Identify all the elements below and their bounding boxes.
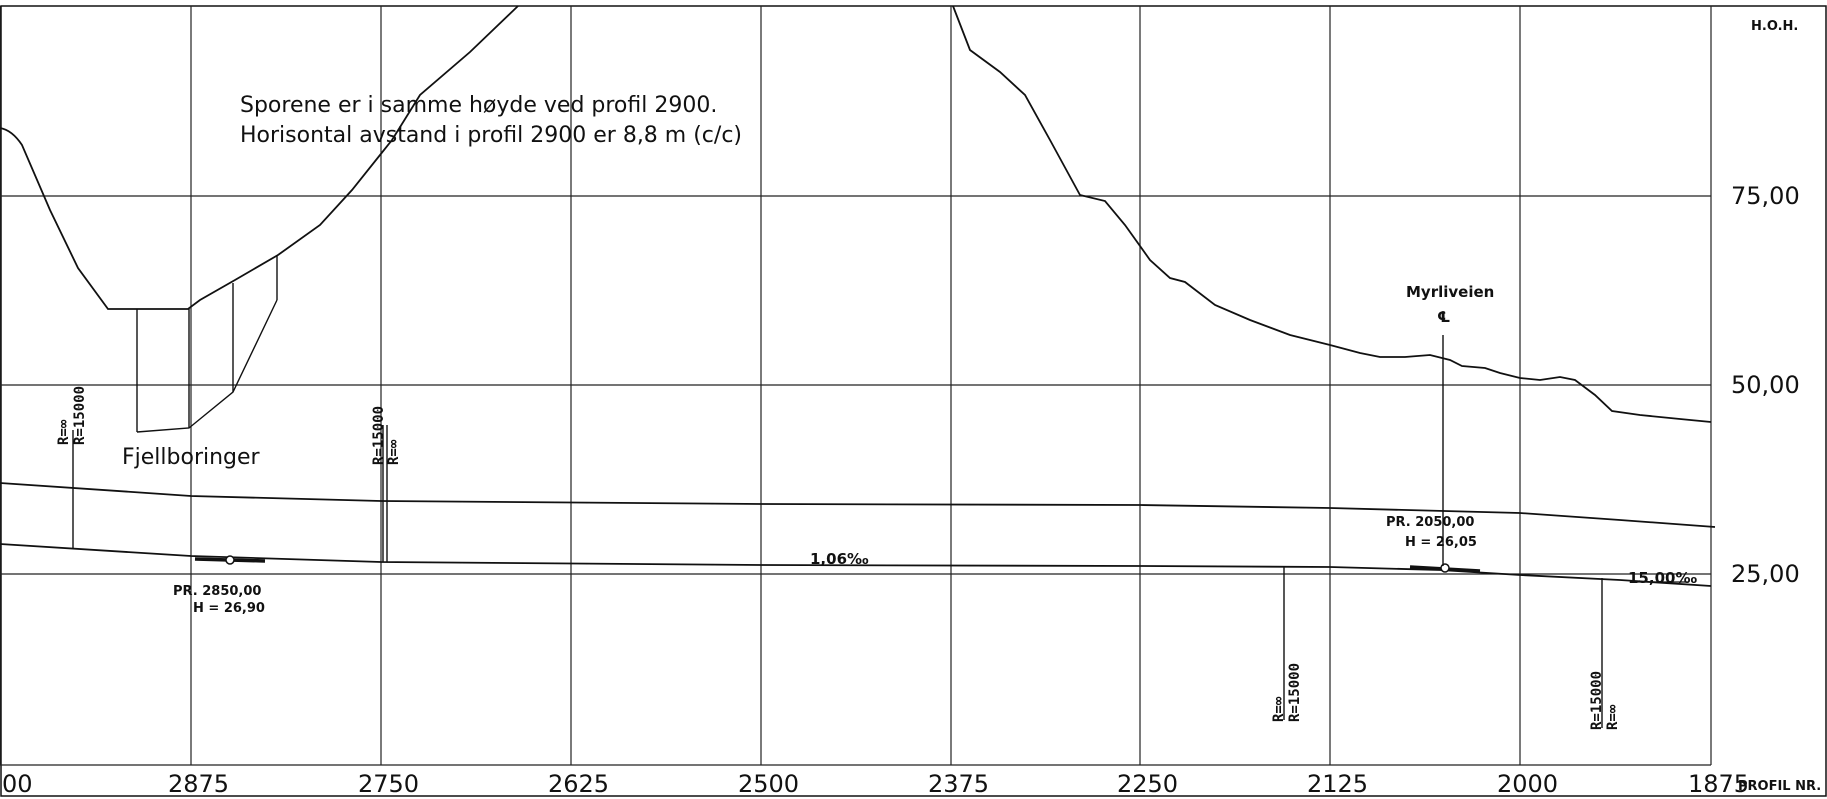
- elevation-tick-50: 50,00: [1731, 371, 1800, 399]
- pvi-right-elevation: H = 26,05: [1405, 535, 1477, 550]
- curve-marker-lines: [72, 335, 1603, 728]
- profile-tick-2875: 2875: [168, 770, 229, 798]
- grid: [0, 6, 1712, 766]
- curve-mark-1a: R=∞: [56, 419, 72, 445]
- profile-axis-title: PROFIL NR.: [1738, 779, 1821, 794]
- curve-mark-4a: R=15000: [1589, 671, 1605, 730]
- note-line-1: Sporene er i samme høyde ved profil 2900…: [240, 93, 717, 118]
- centerline-symbol: ℄: [1437, 308, 1450, 326]
- profile-tick-2375: 2375: [928, 770, 989, 798]
- rock-borings: [136, 255, 278, 433]
- profile-tick-2000: 2000: [1497, 770, 1558, 798]
- profile-tick-2500: 2500: [738, 770, 799, 798]
- fjellboringer-label: Fjellboringer: [122, 445, 261, 470]
- track-line-lower: [0, 543, 1712, 587]
- profile-tick-2125: 2125: [1307, 770, 1368, 798]
- pvi-left-marker: [225, 555, 235, 565]
- profile-tick-2750: 2750: [358, 770, 419, 798]
- profile-tick-2250: 2250: [1117, 770, 1178, 798]
- pvi-left-elevation: H = 26,90: [193, 601, 265, 616]
- grade-main-label: 1,06‰: [810, 550, 869, 568]
- profile-tick-1875: 1875: [1688, 770, 1749, 798]
- note-line-2: Horisontal avstand i profil 2900 er 8,8 …: [240, 123, 742, 148]
- elevation-axis-title: H.O.H.: [1751, 19, 1798, 34]
- myrliveien-label: Myrliveien: [1406, 283, 1494, 301]
- pvi-right-marker: [1440, 563, 1450, 573]
- curve-mark-4b: R=∞: [1605, 704, 1621, 730]
- profile-tick-2625: 2625: [548, 770, 609, 798]
- profile-tick-00: 00: [2, 770, 33, 798]
- terrain-line-right: [952, 5, 1712, 423]
- curve-mark-2b: R=∞: [386, 439, 402, 465]
- curve-mark-2a: R=15000: [371, 406, 387, 465]
- pvi-right-name: PR. 2050,00: [1386, 515, 1474, 530]
- pvi-left-name: PR. 2850,00: [173, 584, 261, 599]
- curve-mark-3b: R=15000: [1287, 663, 1303, 722]
- elevation-tick-25: 25,00: [1731, 560, 1800, 588]
- elevation-tick-75: 75,00: [1731, 182, 1800, 210]
- curve-mark-1b: R=15000: [72, 386, 88, 445]
- rock-surface-line: [136, 299, 278, 433]
- terrain-line-left: [0, 5, 519, 310]
- curve-mark-3a: R=∞: [1271, 696, 1287, 722]
- grade-right-label: 15,00‰: [1628, 569, 1697, 587]
- drawing-frame: [0, 5, 1827, 797]
- track-line-upper: [0, 482, 1716, 528]
